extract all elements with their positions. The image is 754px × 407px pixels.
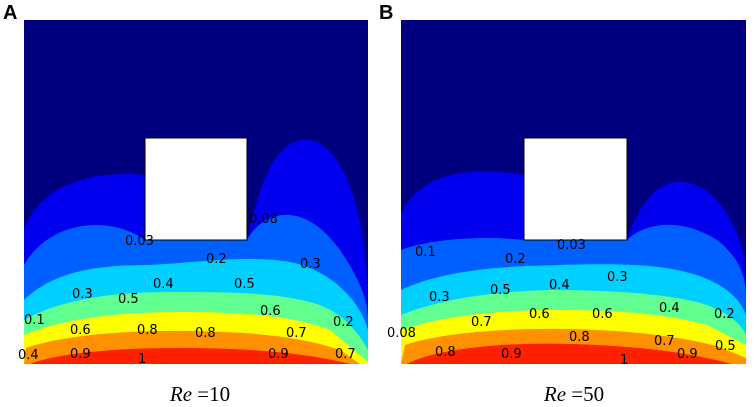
contour-label: 1 — [620, 353, 628, 368]
contour-panel-b: 0.03 0.1 0.2 0.3 0.4 0.5 0.3 0.6 0.6 0.4… — [377, 0, 754, 406]
re-symbol: Re — [543, 382, 567, 406]
contour-label: 0.5 — [490, 283, 511, 298]
contour-label: 0.6 — [70, 323, 91, 338]
contour-label: 0.6 — [529, 307, 550, 322]
contour-label: 0.08 — [249, 212, 278, 227]
contour-label: 0.3 — [429, 290, 450, 305]
contour-plot-a: 0.03 0.08 0.2 0.3 0.4 0.5 0.3 0.5 0.6 0.… — [18, 20, 368, 367]
contour-label: 0.9 — [268, 347, 289, 362]
contour-label: 0.1 — [24, 313, 45, 328]
reynolds-caption-a: Re =10 — [170, 382, 230, 407]
contour-label: 0.4 — [549, 278, 570, 293]
contour-label: 0.6 — [260, 304, 281, 319]
panel-label-a: A — [3, 2, 18, 24]
contour-label: 0.3 — [607, 270, 628, 285]
reynolds-caption-b: Re =50 — [544, 382, 604, 407]
contour-label: 0.7 — [471, 315, 492, 330]
contour-label: 0.9 — [501, 347, 522, 362]
contour-label: 0.8 — [569, 330, 590, 345]
contour-label: 0.5 — [715, 339, 736, 354]
contour-plot-b: 0.03 0.1 0.2 0.3 0.4 0.5 0.3 0.6 0.6 0.4… — [387, 20, 746, 368]
contour-label: 0.5 — [234, 277, 255, 292]
contour-label: 0.3 — [300, 257, 321, 272]
contour-label: 0.03 — [557, 238, 586, 253]
contour-label: 0.7 — [286, 326, 307, 341]
re-symbol: Re — [169, 382, 193, 406]
contour-label: 0.7 — [654, 334, 675, 349]
contour-band-0-9 — [407, 343, 732, 364]
equals-sign: = — [571, 382, 584, 406]
re-value: 50 — [583, 382, 605, 406]
contour-label: 0.2 — [714, 307, 735, 322]
contour-label: 0.1 — [415, 245, 436, 260]
panel-label-b: B — [379, 2, 394, 24]
contour-label: 0.2 — [206, 252, 227, 267]
contour-label: 0.08 — [387, 326, 416, 341]
contour-label: 0.2 — [333, 315, 354, 330]
contour-label: 0.7 — [335, 347, 356, 362]
contour-panel-a: 0.03 0.08 0.2 0.3 0.4 0.5 0.3 0.5 0.6 0.… — [0, 0, 377, 406]
contour-label: 0.5 — [118, 292, 139, 307]
square-obstacle — [144, 137, 248, 241]
contour-label: 0.4 — [153, 277, 174, 292]
contour-label: 0.4 — [18, 348, 39, 363]
square-obstacle — [523, 137, 628, 241]
contour-label: 0.6 — [592, 307, 613, 322]
contour-label: 0.3 — [72, 287, 93, 302]
contour-label: 0.4 — [659, 301, 680, 316]
contour-label: 0.2 — [505, 252, 526, 267]
contour-label: 1 — [138, 352, 146, 367]
contour-label: 0.03 — [125, 234, 154, 249]
re-value: 10 — [209, 382, 231, 406]
contour-label: 0.9 — [70, 347, 91, 362]
contour-label: 0.9 — [677, 347, 698, 362]
contour-label: 0.8 — [137, 323, 158, 338]
equals-sign: = — [197, 382, 210, 406]
contour-label: 0.8 — [435, 345, 456, 360]
contour-band-0-9 — [30, 347, 350, 364]
contour-label: 0.8 — [195, 326, 216, 341]
